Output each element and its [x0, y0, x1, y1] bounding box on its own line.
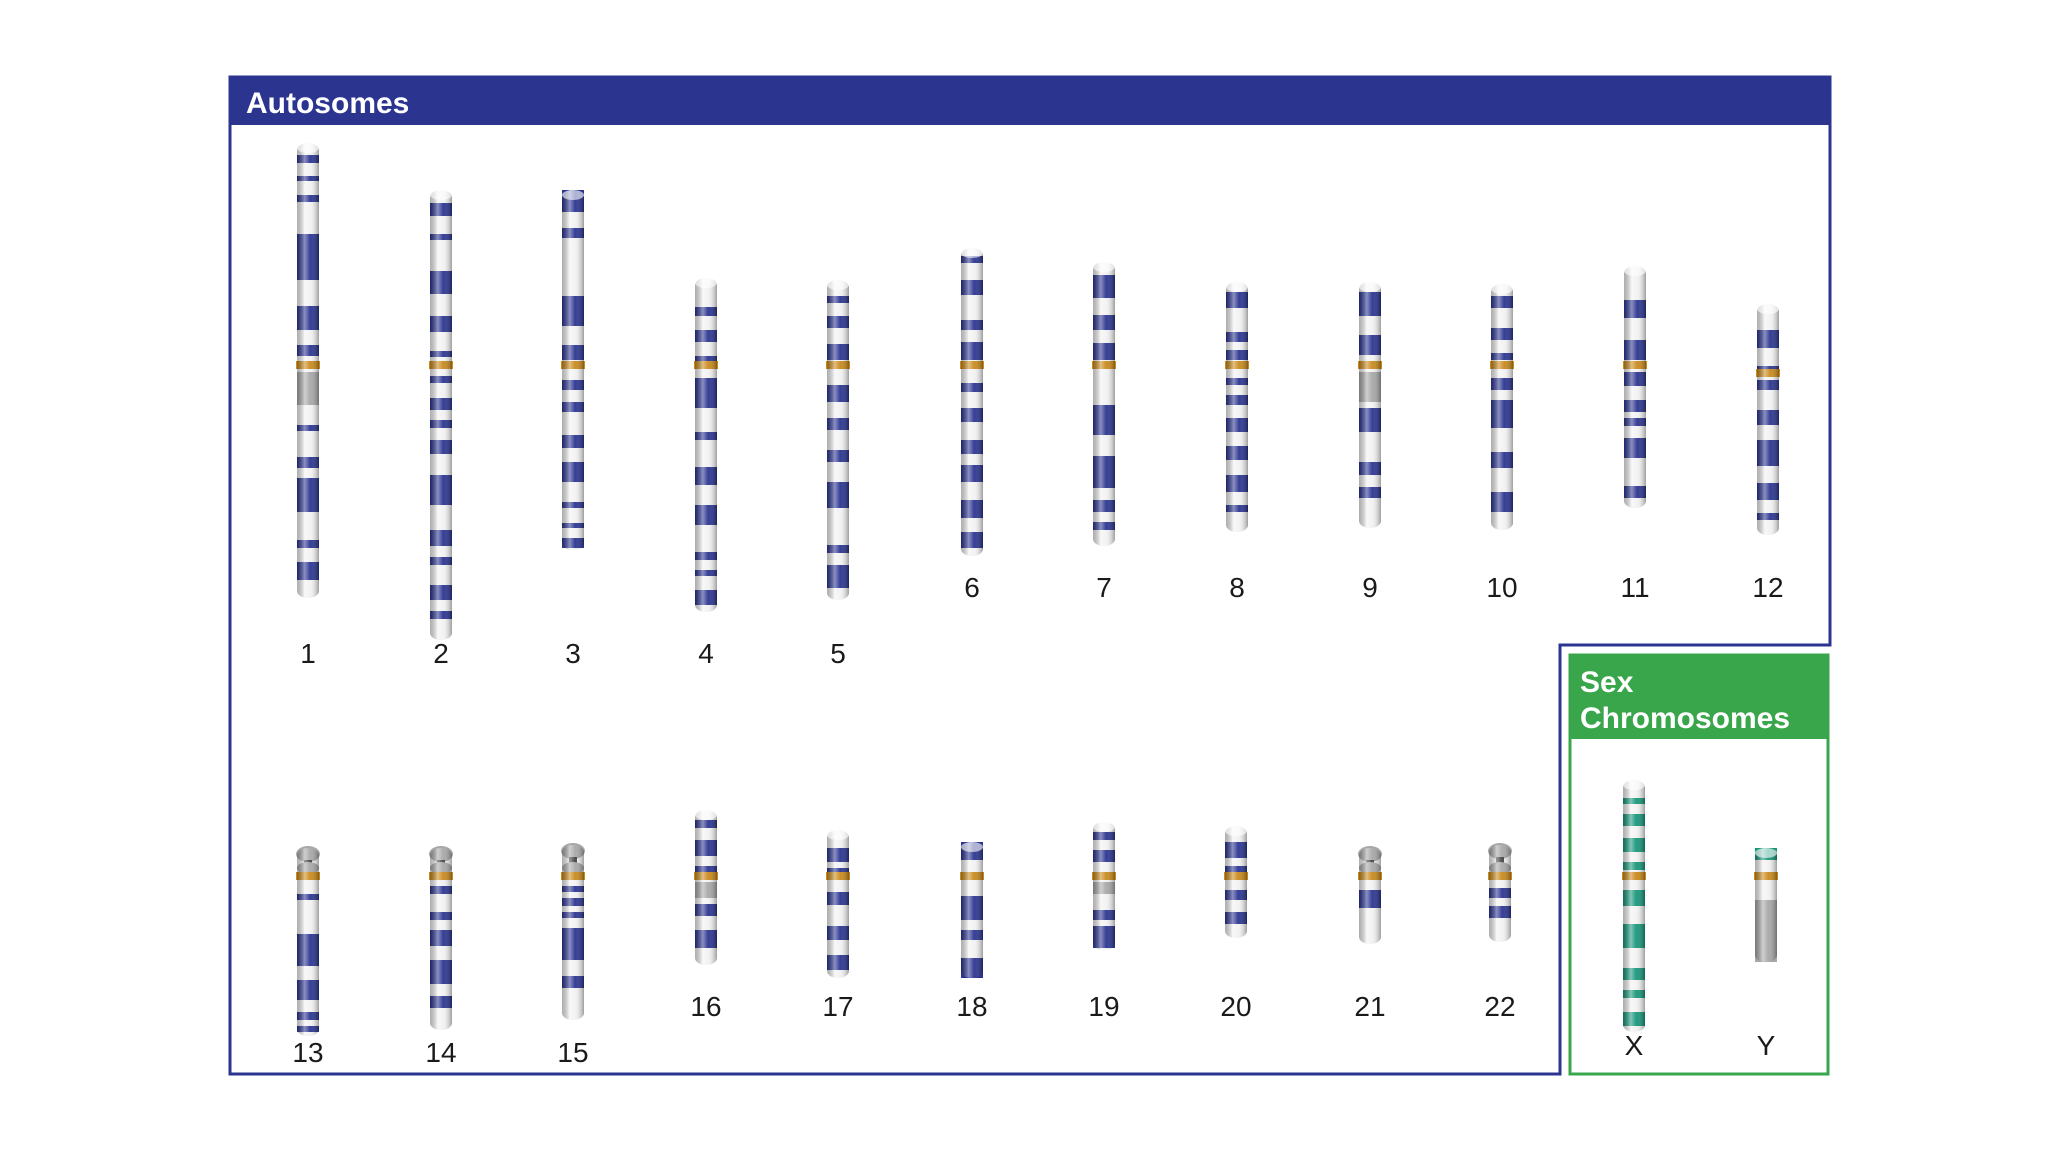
chromosome-9-cap: [1359, 282, 1381, 292]
chromosome-9: 9: [1358, 282, 1382, 603]
chromosome-10: 10: [1486, 284, 1518, 603]
chromosome-15-shading: [562, 845, 584, 1020]
chromosome-6-cap: [961, 248, 983, 258]
chromosome-11-cap: [1624, 266, 1646, 276]
chromosome-20-cap: [1225, 826, 1247, 836]
chromosome-21: 21: [1354, 846, 1386, 1022]
chromosome-label-14: 14: [425, 1037, 456, 1068]
chromosome-2-cap: [430, 190, 452, 200]
chromosome-4: 4: [694, 278, 718, 669]
chromosome-3-shading: [562, 190, 584, 550]
chromosome-13: 13: [292, 846, 324, 1068]
chromosome-16-shading: [695, 810, 717, 965]
chromosome-label-12: 12: [1752, 572, 1783, 603]
chromosome-label-y: Y: [1757, 1030, 1776, 1061]
chromosome-label-11: 11: [1620, 572, 1649, 603]
chromosome-12: 12: [1752, 304, 1784, 603]
chromosome-9-shading: [1359, 282, 1381, 528]
chromosome-15: 15: [557, 843, 589, 1068]
chromosome-4-shading: [695, 278, 717, 612]
chromosome-18-shading: [961, 842, 983, 978]
chromosome-19: 19: [1088, 822, 1120, 1022]
sex-chromosomes-title-line2: Chromosomes: [1580, 702, 1790, 735]
chromosome-label-1: 1: [300, 638, 316, 669]
chromosome-label-8: 8: [1229, 572, 1245, 603]
chromosome-8-cap: [1226, 282, 1248, 292]
chromosome-label-13: 13: [292, 1037, 323, 1068]
chromosome-1: 1: [296, 143, 320, 669]
chromosome-label-10: 10: [1486, 572, 1517, 603]
chromosome-16: 16: [690, 810, 722, 1022]
chromosome-4-cap: [695, 278, 717, 288]
chromosome-2-shading: [430, 190, 452, 640]
chromosome-17-shading: [827, 830, 849, 978]
chromosome-7-cap: [1093, 262, 1115, 272]
chromosome-2: 2: [429, 190, 453, 669]
chromosome-x-cap: [1623, 780, 1645, 790]
chromosome-19-cap: [1093, 822, 1115, 832]
chromosome-3: 3: [561, 190, 585, 669]
chromosome-x: X: [1622, 780, 1646, 1061]
chromosome-8: 8: [1225, 282, 1249, 603]
autosomes-title: Autosomes: [246, 87, 409, 120]
chromosome-13-shading: [297, 848, 319, 1036]
chromosome-18-cap: [961, 842, 983, 852]
chromosome-y-shading: [1755, 848, 1777, 962]
chromosome-14-shading: [430, 848, 452, 1030]
chromosome-5-cap: [827, 280, 849, 290]
chromosome-label-6: 6: [964, 572, 980, 603]
chromosome-21-shading: [1359, 848, 1381, 944]
chromosome-label-x: X: [1625, 1030, 1644, 1061]
chromosome-6: 6: [960, 248, 984, 603]
chromosome-label-21: 21: [1354, 991, 1385, 1022]
chromosome-11-shading: [1624, 266, 1646, 508]
chromosome-10-cap: [1491, 284, 1513, 294]
chromosome-20: 20: [1220, 826, 1252, 1022]
chromosome-18: 18: [956, 842, 988, 1022]
chromosome-label-4: 4: [698, 638, 714, 669]
chromosome-7: 7: [1092, 262, 1116, 603]
chromosome-8-shading: [1226, 282, 1248, 532]
sex-chromosomes-title-bar: [1570, 655, 1828, 739]
chromosome-label-9: 9: [1362, 572, 1378, 603]
chromosome-label-5: 5: [830, 638, 846, 669]
chromosome-label-16: 16: [690, 991, 721, 1022]
chromosome-x-shading: [1623, 780, 1645, 1032]
chromosome-label-3: 3: [565, 638, 581, 669]
chromosome-y: Y: [1754, 848, 1778, 1061]
chromosome-label-17: 17: [822, 991, 853, 1022]
chromosome-label-2: 2: [433, 638, 449, 669]
chromosome-14: 14: [425, 846, 457, 1068]
chromosome-label-18: 18: [956, 991, 987, 1022]
chromosome-19-shading: [1093, 822, 1115, 950]
chromosome-10-shading: [1491, 284, 1513, 530]
chromosome-12-shading: [1757, 304, 1779, 535]
chromosome-label-7: 7: [1096, 572, 1112, 603]
chromosome-22-shading: [1489, 845, 1511, 942]
chromosome-5: 5: [826, 280, 850, 669]
chromosome-label-15: 15: [557, 1037, 588, 1068]
chromosome-label-20: 20: [1220, 991, 1251, 1022]
chromosome-6-shading: [961, 248, 983, 556]
chromosome-label-22: 22: [1484, 991, 1515, 1022]
chromosome-y-cap: [1755, 848, 1777, 858]
chromosome-12-cap: [1757, 304, 1779, 314]
chromosome-1-cap: [297, 143, 319, 153]
chromosome-16-cap: [695, 810, 717, 820]
chromosome-label-19: 19: [1088, 991, 1119, 1022]
chromosome-1-shading: [297, 143, 319, 598]
chromosome-22: 22: [1484, 843, 1516, 1022]
chromosome-3-cap: [562, 190, 584, 200]
chromosome-20-shading: [1225, 826, 1247, 938]
chromosome-17: 17: [822, 830, 854, 1022]
autosomes-title-bar: [230, 77, 1830, 125]
chromosome-17-cap: [827, 830, 849, 840]
chromosome-5-shading: [827, 280, 849, 600]
chromosome-11: 11: [1620, 266, 1650, 603]
sex-chromosomes-title-line1: Sex: [1580, 666, 1634, 699]
chromosome-7-shading: [1093, 262, 1115, 546]
